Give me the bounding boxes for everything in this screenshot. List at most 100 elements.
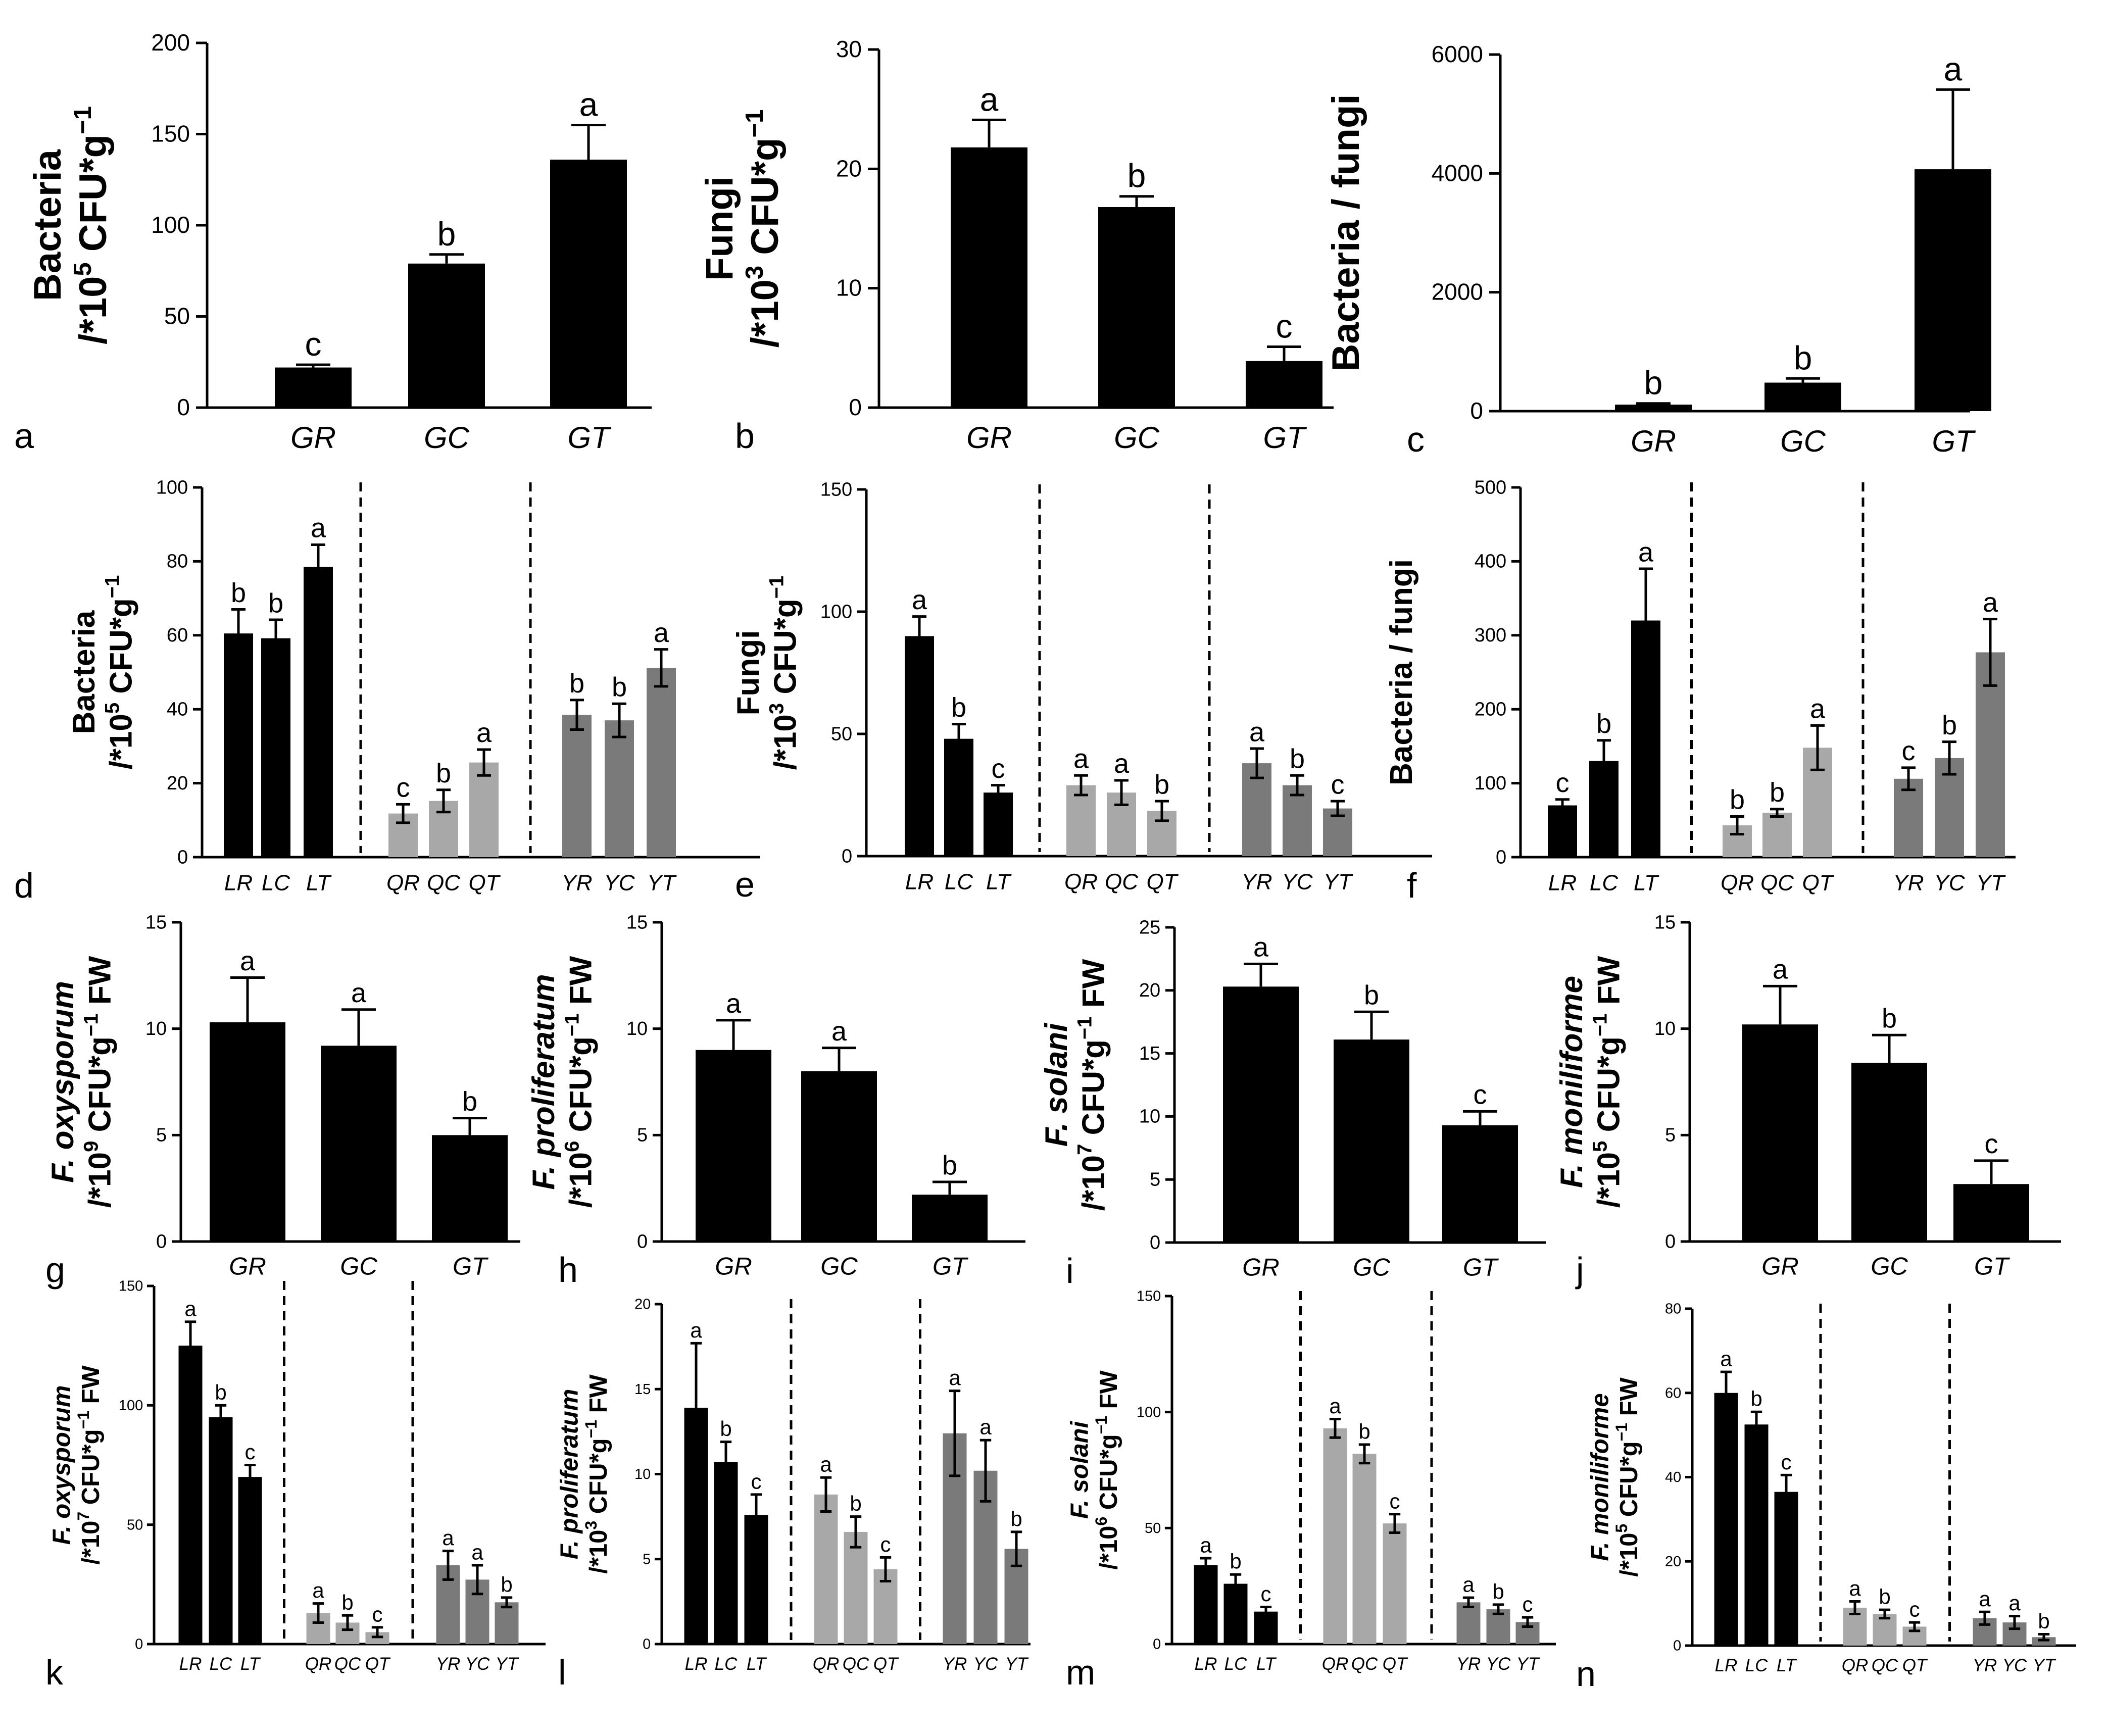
unit-superscript: −1: [1589, 1013, 1611, 1036]
category-label: QC: [843, 1654, 869, 1674]
bar-LR: [905, 636, 934, 856]
y-tick-label: 100: [1475, 773, 1506, 794]
bar-LC: [209, 1417, 233, 1644]
unit-text: FW: [585, 1374, 612, 1420]
y-tick-label: 100: [1137, 1404, 1161, 1420]
y-tick-label: 5: [156, 1125, 167, 1146]
y-tick-label: 200: [151, 29, 190, 56]
y-tick-label: 0: [1150, 1232, 1160, 1253]
bar-LR: [1714, 1393, 1738, 1646]
unit-text: FW: [77, 1365, 105, 1411]
y-axis-label-title: Fungi: [698, 176, 741, 281]
category-label: LR: [1715, 1656, 1738, 1675]
unit-superscript: 7: [74, 1512, 92, 1521]
category-label: QR: [1064, 870, 1098, 895]
category-label: LT: [1634, 871, 1659, 896]
y-tick-label: 0: [637, 1231, 648, 1252]
significance-letter: a: [1773, 955, 1788, 985]
category-label: QR: [813, 1654, 840, 1674]
category-label: YT: [647, 871, 677, 896]
unit-text: CFU*g: [768, 599, 803, 703]
bar-QT: [469, 762, 499, 857]
unit-text: CFU*g: [585, 1438, 612, 1520]
y-tick-label: 10: [1139, 1106, 1160, 1127]
bar-GT: [432, 1135, 508, 1242]
unit-superscript: −1: [69, 106, 96, 134]
significance-letter: c: [1331, 769, 1345, 800]
bar-QR: [1323, 1428, 1347, 1644]
unit-superscript: 7: [1074, 1144, 1096, 1155]
y-axis-label-unit: /*106 CFU*g−1 FW: [1092, 1370, 1122, 1569]
unit-text: /*10: [77, 1521, 105, 1565]
unit-superscript: −1: [766, 576, 788, 599]
y-tick-label: 300: [1475, 625, 1506, 646]
y-tick-label: 2000: [1432, 279, 1483, 305]
unit-superscript: −1: [1612, 1423, 1631, 1441]
category-label: GC: [424, 421, 470, 455]
y-tick-label: 100: [151, 212, 190, 238]
category-label: YT: [1005, 1654, 1029, 1674]
panel-letter: e: [735, 865, 755, 904]
y-tick-label: 0: [177, 847, 188, 868]
y-axis-label-title: F. moniliforme: [1554, 976, 1589, 1188]
significance-letter: b: [1882, 1004, 1897, 1034]
y-tick-label: 5: [643, 1551, 651, 1567]
significance-letter: b: [462, 1086, 477, 1117]
significance-letter: a: [949, 1366, 961, 1390]
category-label: GT: [567, 421, 612, 455]
significance-letter: c: [1261, 1582, 1271, 1606]
significance-letter: a: [184, 1297, 197, 1320]
category-label: GR: [229, 1253, 266, 1280]
unit-text: CFU*g: [83, 1036, 118, 1141]
category-label: QC: [427, 871, 461, 896]
bar-GR: [1223, 986, 1299, 1243]
category-label: QT: [468, 871, 501, 896]
unit-superscript: 5: [102, 703, 124, 714]
significance-letter: a: [979, 1415, 992, 1439]
y-tick-label: 0: [643, 1636, 651, 1653]
significance-letter: a: [2008, 1591, 2021, 1615]
y-tick-label: 40: [167, 699, 188, 720]
significance-letter: b: [1010, 1507, 1022, 1530]
significance-letter: c: [1276, 307, 1293, 344]
y-tick-label: 0: [1665, 1231, 1676, 1252]
unit-superscript: −1: [561, 1013, 583, 1036]
significance-letter: a: [1638, 537, 1654, 567]
category-label: QT: [1802, 871, 1834, 896]
significance-letter: c: [1390, 1489, 1400, 1513]
significance-letter: c: [245, 1440, 256, 1464]
y-tick-label: 5: [637, 1125, 648, 1146]
y-tick-label: 200: [1475, 699, 1506, 720]
significance-letter: a: [240, 946, 256, 976]
significance-letter: b: [1644, 364, 1663, 402]
bar-QR: [1066, 785, 1096, 856]
y-axis-label-unit: /*105 CFU*g−1 FW: [1589, 956, 1627, 1208]
unit-text: CFU*g: [72, 134, 115, 262]
bar-LC: [944, 738, 973, 856]
significance-letter: a: [1073, 744, 1089, 774]
category-label: YT: [496, 1654, 519, 1674]
y-tick-label: 15: [1654, 912, 1676, 933]
unit-text: FW: [1095, 1370, 1122, 1416]
y-tick-label: 0: [1673, 1638, 1681, 1654]
y-tick-label: 20: [634, 1297, 651, 1313]
bar-LR: [178, 1346, 203, 1644]
y-tick-label: 150: [151, 121, 190, 147]
category-label: YR: [1241, 870, 1272, 895]
y-tick-label: 80: [1665, 1301, 1681, 1317]
category-label: YR: [436, 1654, 461, 1674]
significance-letter: b: [1794, 339, 1812, 376]
y-tick-label: 50: [127, 1517, 143, 1533]
significance-letter: b: [1879, 1585, 1890, 1609]
category-label: GC: [1780, 424, 1826, 458]
bar-GC: [801, 1071, 877, 1242]
unit-text: FW: [83, 956, 118, 1013]
bar-YC: [605, 720, 634, 857]
bar-LT: [1774, 1492, 1798, 1646]
category-label: YR: [561, 871, 592, 896]
significance-letter: c: [880, 1532, 891, 1556]
panel-l: 0 5 10 15 20 a LR b LC c LT a QR b QC c QT a YR a YC b YT l F. p…: [556, 1297, 1031, 1692]
significance-letter: b: [1154, 769, 1169, 800]
unit-text: FW: [564, 956, 599, 1013]
category-label: QR: [1322, 1654, 1349, 1674]
